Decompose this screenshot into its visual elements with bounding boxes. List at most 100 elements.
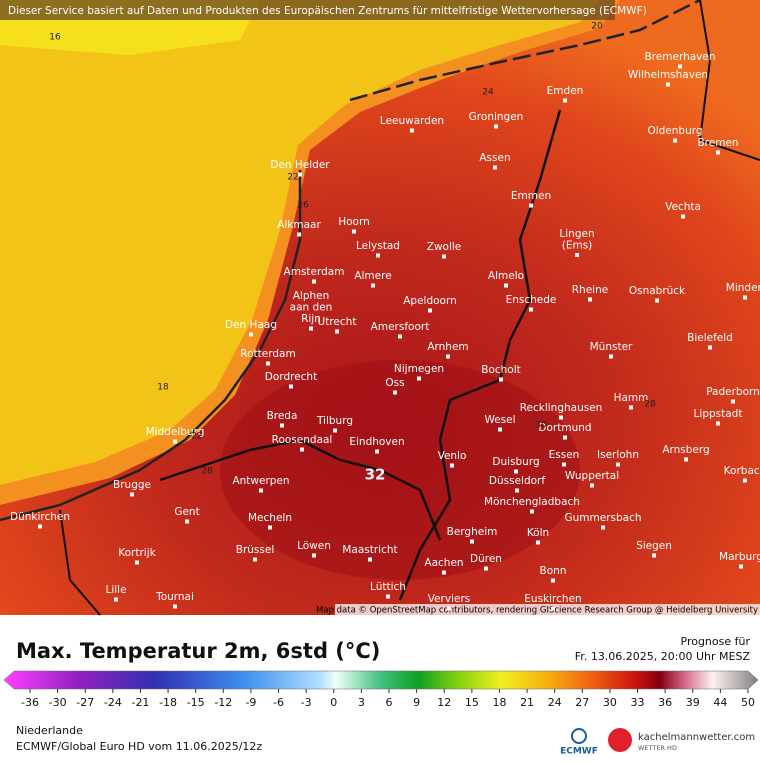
city-label: Emden (547, 85, 584, 97)
city-dot (609, 354, 613, 359)
city-dot (442, 254, 446, 259)
city-label: Zwolle (427, 241, 462, 253)
city-label: Antwerpen (232, 475, 289, 487)
city-dot (493, 165, 497, 170)
city-label: Hoorn (338, 216, 370, 228)
city-dot (386, 594, 390, 599)
colorbar-tick-label: -21 (131, 696, 149, 709)
contour-label: 22 (287, 173, 298, 183)
city-dot (739, 564, 743, 569)
colorbar-tick-label: 50 (741, 696, 755, 709)
city-label: Assen (479, 152, 510, 164)
forecast-label: Prognose für (681, 635, 751, 648)
city-dot (708, 345, 712, 350)
city-dot (298, 172, 302, 177)
contour-label: 24 (482, 88, 494, 98)
colorbar-tick-label: 24 (548, 696, 562, 709)
city-label: Osnabrück (629, 285, 686, 297)
city-dot (38, 524, 42, 529)
city-dot (716, 150, 720, 155)
city-label: Düren (470, 553, 502, 565)
city-dot (515, 488, 519, 493)
city-dot (563, 435, 567, 440)
city-dot (678, 64, 682, 69)
city-dot (731, 399, 735, 404)
city-dot (333, 428, 337, 433)
city-dot (371, 283, 375, 288)
colorbar-tick-label: -3 (301, 696, 312, 709)
city-dot (312, 553, 316, 558)
city-label: Amersfoort (371, 321, 430, 333)
city-dot (335, 329, 339, 334)
city-dot (551, 578, 555, 583)
city-label: Nijmegen (394, 363, 444, 375)
city-label: Bremen (697, 137, 738, 149)
city-label: Amsterdam (284, 266, 345, 278)
contour-label: 22 (191, 432, 202, 442)
region: Niederlande (16, 724, 83, 737)
city-dot (588, 297, 592, 302)
city-label: Alkmaar (277, 219, 321, 231)
contour-label: 30 (535, 421, 547, 431)
city-label: Venlo (438, 450, 467, 462)
city-dot (743, 295, 747, 300)
city-label: Münster (590, 341, 633, 353)
city-label: Dünkirchen (10, 511, 70, 523)
city-dot (447, 606, 451, 611)
footer: Max. Temperatur 2m, 6std (°C) Prognose f… (3, 635, 759, 757)
city-dot (514, 469, 518, 474)
kachelmann-icon (608, 728, 632, 752)
city-dot (297, 232, 301, 237)
attribution: Map data © OpenStreetMap contributors, r… (316, 606, 758, 616)
ecmwf-icon (571, 728, 587, 744)
city-label: Wuppertal (565, 470, 619, 482)
city-dot (684, 457, 688, 462)
colorbar-tick-label: 39 (686, 696, 700, 709)
city-dot (590, 483, 594, 488)
city-dot (309, 326, 313, 331)
city-dot (484, 566, 488, 571)
city-label: Verviers (428, 593, 471, 605)
logo-site: kachelmannwetter.com (638, 732, 755, 743)
city-label: Middelburg (146, 426, 205, 438)
city-label: Bielefeld (687, 332, 733, 344)
city-label: Köln (527, 527, 549, 539)
colorbar-tick-label: -30 (49, 696, 67, 709)
city-dot (312, 279, 316, 284)
islands (349, 0, 701, 102)
city-label: Bocholt (481, 364, 521, 376)
city-dot (253, 557, 257, 562)
colorbar-tick-label: 21 (520, 696, 534, 709)
colorbar-tick-label: -6 (273, 696, 284, 709)
colorbar-tick-label: 36 (658, 696, 672, 709)
colorbar-tick-label: -15 (187, 696, 205, 709)
city-label: Marburg (719, 551, 760, 563)
city-label: Bergheim (447, 526, 498, 538)
city-label: Den Helder (270, 159, 330, 171)
city-dot (681, 214, 685, 219)
city-dot (499, 377, 503, 382)
title: Max. Temperatur 2m, 6std (°C) (16, 639, 380, 663)
city-label: Groningen (469, 111, 524, 123)
city-dot (114, 597, 118, 602)
colorbar-tick-label: 30 (603, 696, 617, 709)
city-dot (289, 384, 293, 389)
city-label: Recklinghausen (520, 402, 603, 414)
contour-label: 18 (157, 383, 169, 393)
city-label: Enschede (506, 294, 557, 306)
colorbar-tick-label: 44 (713, 696, 727, 709)
city-dot (446, 354, 450, 359)
city-dot (559, 415, 563, 420)
city-label: Vechta (665, 201, 701, 213)
city-label: Rotterdam (240, 348, 295, 360)
city-dot (417, 376, 421, 381)
city-dot (494, 124, 498, 129)
city-label: aan den (290, 302, 333, 314)
city-dot (173, 604, 177, 609)
sea (0, 0, 600, 485)
city-dot (185, 519, 189, 524)
city-label: Den Haag (225, 319, 277, 331)
city-dot (470, 539, 474, 544)
city-dot (666, 82, 670, 87)
colorbar-tick-label: 0 (330, 696, 337, 709)
